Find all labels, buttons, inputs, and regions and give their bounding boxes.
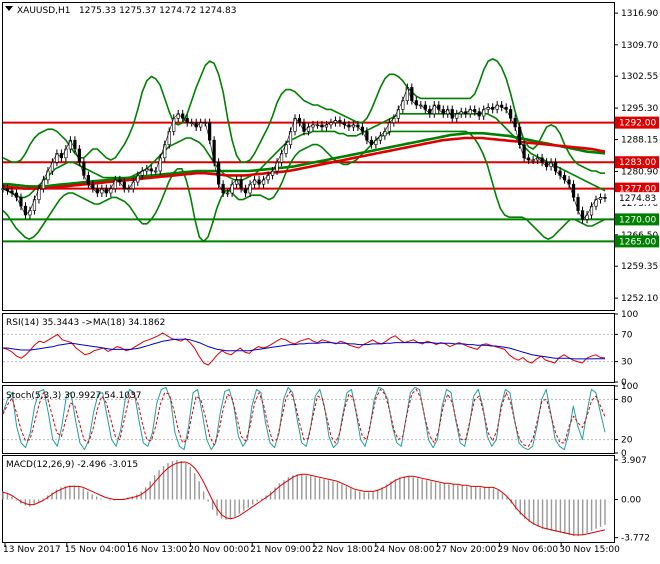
time-tick-label: 15 Nov 04:00 — [65, 545, 126, 555]
macd-axis-tick-label: 3.907 — [621, 456, 647, 466]
time-tick-label: 16 Nov 13:00 — [127, 545, 188, 555]
stoch-axis-tick-label: 80 — [621, 395, 633, 405]
rsi-axis-tick-label: 70 — [621, 330, 633, 340]
support-level-tag — [615, 213, 659, 226]
price-axis-tick-label: 1252.10 — [621, 294, 658, 304]
resistance-level-tag — [615, 156, 659, 169]
support-level-tag-label: 1265.00 — [619, 237, 656, 247]
macd-signal-line — [2, 461, 606, 536]
rsi-pane: 100 70 30 0 — [2, 310, 638, 388]
price-axis-tick-label: 1302.55 — [621, 72, 658, 82]
price-indicator-line — [3, 131, 606, 188]
last-price-label: 1274.83 — [619, 194, 656, 204]
macd-label: MACD(12,26,9) -2.496 -3.015 — [6, 460, 138, 470]
price-axis-tick-label: 1309.70 — [621, 41, 658, 51]
price-axis-tick-label: 1295.30 — [621, 104, 658, 114]
support-level-tag — [615, 235, 659, 248]
macd-pane: 3.907 0.00 -3.772 — [2, 456, 650, 544]
price-axis-tick-label: 1259.35 — [621, 262, 658, 272]
stoch-k-line — [2, 386, 606, 451]
price-axis-tick-label: 1288.15 — [621, 136, 658, 146]
time-tick-label: 22 Nov 18:00 — [312, 545, 373, 555]
resistance-level-tag-label: 1283.00 — [619, 158, 656, 168]
resistance-level-tag-label: 1292.00 — [619, 119, 656, 129]
time-tick-label: 20 Nov 00:00 — [188, 545, 249, 555]
stoch-pane: 100 80 20 0 — [2, 382, 638, 459]
support-level-tag-label: 1270.00 — [619, 215, 656, 225]
time-tick-label: 21 Nov 09:00 — [250, 545, 311, 555]
stoch-pane-frame — [2, 385, 615, 454]
stoch-label: Stoch(5,3,3) 30.9927 54.1037 — [6, 391, 141, 401]
stoch-axis-tick-label: 100 — [621, 382, 638, 392]
rsi-axis-tick-label: 30 — [621, 358, 633, 368]
ohlc-header: 1275.33 1275.37 1274.72 1274.83 — [79, 6, 236, 16]
time-tick-label: 24 Nov 08:00 — [374, 545, 435, 555]
stoch-axis-tick-label: 0 — [621, 449, 627, 459]
macd-axis-tick-label: 0.00 — [621, 496, 641, 506]
time-tick-label: 13 Nov 2017 — [3, 545, 61, 555]
price-axis-tick-label: 1316.90 — [621, 9, 658, 19]
price-close-line — [2, 87, 606, 220]
rsi-series-line — [3, 338, 606, 360]
time-axis: 13 Nov 2017 15 Nov 04:00 16 Nov 13:00 20 No… — [3, 543, 620, 555]
price-pane: 1316.90 1309.70 1302.55 1295.30 1288.15 1280.… — [1, 9, 659, 304]
price-indicator-line — [2, 136, 606, 190]
time-tick-label: 30 Nov 15:00 — [559, 545, 620, 555]
time-tick-label: 27 Nov 20:00 — [436, 545, 497, 555]
macd-axis-tick-label: -3.772 — [621, 534, 650, 544]
stoch-d-line — [2, 388, 606, 447]
price-indicator-line — [2, 58, 605, 174]
rsi-axis-tick-label: 0 — [621, 378, 627, 388]
symbol-header: XAUUSD,H1 — [17, 6, 71, 16]
rsi-label: RSI(14) 35.3443 ->MA(18) 34.1862 — [6, 318, 165, 328]
chart-menu-icon[interactable] — [5, 6, 13, 11]
resistance-level-tag-label: 1277.00 — [619, 185, 656, 195]
resistance-level-tag — [615, 182, 659, 195]
time-tick-label: 29 Nov 06:00 — [497, 545, 558, 555]
price-axis-tick-label: 1280.90 — [621, 167, 658, 177]
price-indicator-line — [2, 130, 606, 243]
macd-pane-frame — [2, 455, 615, 543]
last-price-tag — [615, 192, 659, 205]
resistance-level-tag — [615, 116, 659, 129]
stoch-axis-tick-label: 20 — [621, 436, 633, 446]
rsi-axis-tick-label: 100 — [621, 310, 638, 320]
